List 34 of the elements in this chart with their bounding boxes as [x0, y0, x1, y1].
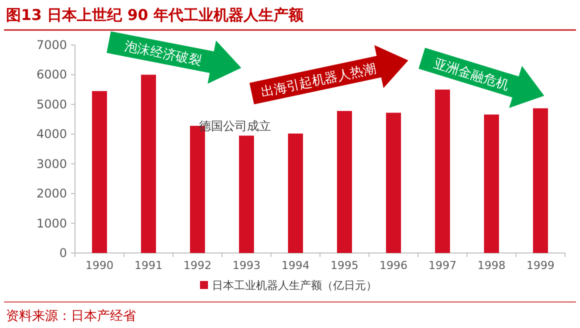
x-tick-label: 1990	[86, 259, 114, 272]
y-tick-label: 5000	[36, 97, 67, 112]
x-tick-label: 1991	[134, 259, 162, 272]
x-tick-label: 1992	[184, 259, 212, 272]
x-tick-label: 1995	[330, 259, 358, 272]
chart-title: 图13 日本上世纪 90 年代工业机器人生产额	[6, 6, 304, 24]
bar	[435, 90, 450, 253]
bar	[337, 110, 352, 253]
annotation: 德国公司成立	[199, 119, 271, 133]
annotation: 出海引起机器人热潮	[260, 61, 378, 100]
x-tick-label: 1996	[380, 259, 408, 272]
x-tick-label: 1994	[282, 259, 310, 272]
y-tick-label: 6000	[36, 68, 67, 82]
x-tick-label: 1997	[428, 259, 456, 272]
y-tick-label: 2000	[36, 186, 67, 201]
bar	[533, 108, 548, 253]
text: 资料来源：日本产经省	[6, 309, 136, 324]
bar	[484, 114, 499, 253]
y-tick-label: 4000	[36, 127, 67, 142]
x-tick-label: 1999	[526, 259, 554, 272]
annotation: 亚洲金融危机	[432, 56, 511, 94]
annotation: 泡沫经济破裂	[123, 39, 203, 69]
x-tick-label: 1993	[232, 259, 260, 272]
bar	[386, 112, 401, 253]
bar	[239, 136, 254, 253]
bar	[92, 91, 107, 253]
bar	[141, 74, 156, 253]
legend-label: 日本工业机器人生产额（亿日元）	[212, 279, 377, 292]
bar	[288, 134, 303, 253]
y-tick-label: 3000	[36, 156, 67, 171]
y-tick-label: 1000	[36, 216, 67, 230]
y-tick-label: 0	[59, 246, 67, 260]
y-tick-label: 7000	[36, 38, 67, 52]
x-tick-label: 1998	[478, 259, 506, 272]
